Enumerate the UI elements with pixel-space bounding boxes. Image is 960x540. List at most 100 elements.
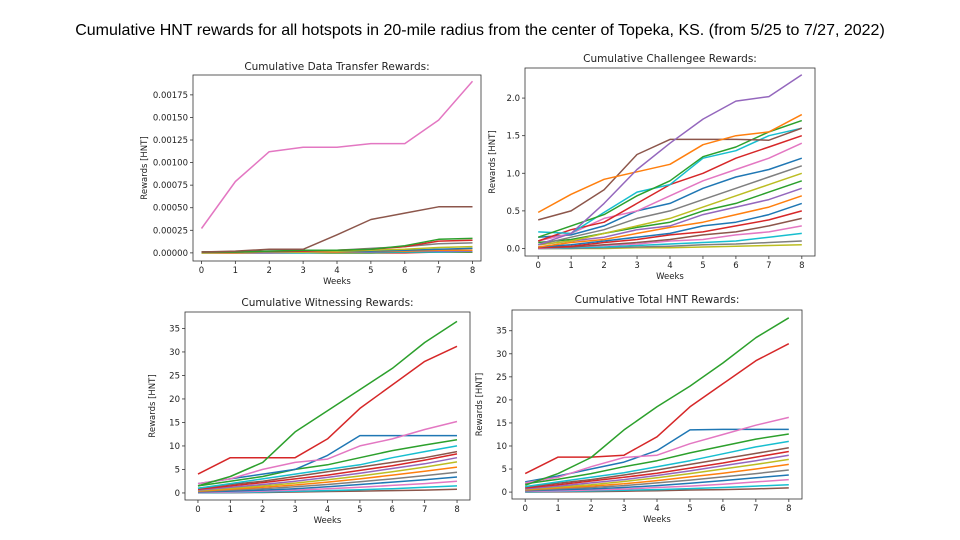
series-line xyxy=(538,195,803,248)
x-tick-label: 5 xyxy=(700,261,705,271)
series-line xyxy=(197,480,458,494)
y-tick-label: 5 xyxy=(175,465,180,475)
y-tick-label: 25 xyxy=(169,371,180,381)
y-tick-label: 0.00000 xyxy=(153,249,188,259)
series-line xyxy=(525,478,789,493)
x-tick-label: 2 xyxy=(267,266,272,276)
chart-4: Cumulative Total HNT Rewards: 0 1 2 3 4 5 6 7 8 0 5… xyxy=(475,294,803,525)
x-tick-label: 6 xyxy=(402,266,407,276)
chart-title: Cumulative Total HNT Rewards: xyxy=(575,294,740,306)
x-tick-label: 1 xyxy=(233,266,238,276)
y-axis-label: Rewards [HNT] xyxy=(488,130,498,193)
y-tick-label: 1.0 xyxy=(506,169,520,179)
x-tick-label: 4 xyxy=(654,504,659,514)
series-line xyxy=(538,127,802,235)
plot-frame xyxy=(192,74,482,262)
series-line xyxy=(538,240,802,250)
x-tick-label: 0 xyxy=(522,504,527,514)
series-line xyxy=(538,232,802,250)
y-tick-label: 0.00150 xyxy=(153,113,188,123)
series-line xyxy=(525,454,789,490)
series-line xyxy=(525,416,789,484)
series-line xyxy=(538,157,803,238)
x-axis-label: Weeks xyxy=(643,515,671,525)
x-tick-label: 1 xyxy=(555,504,560,514)
series-line xyxy=(197,461,458,492)
series-line xyxy=(538,187,803,246)
y-axis-label: Rewards [HNT] xyxy=(140,136,150,199)
x-tick-label: 0 xyxy=(195,505,200,515)
series-line xyxy=(537,74,803,246)
series-line xyxy=(538,142,803,242)
x-tick-label: 3 xyxy=(292,505,297,515)
y-tick-label: 0.0 xyxy=(506,244,520,254)
x-tick-label: 4 xyxy=(667,261,672,271)
series-group xyxy=(200,80,474,254)
series-line xyxy=(197,453,458,490)
series-line xyxy=(525,458,789,491)
series-line xyxy=(538,217,802,249)
series-line xyxy=(197,456,458,491)
series-line xyxy=(538,180,803,244)
x-tick-label: 7 xyxy=(422,505,427,515)
x-axis-label: Weeks xyxy=(314,516,342,526)
x-tick-label: 1 xyxy=(228,505,233,515)
y-tick-label: 20 xyxy=(169,395,180,405)
x-tick-label: 5 xyxy=(368,266,373,276)
x-tick-label: 4 xyxy=(334,266,339,276)
y-axis-label: Rewards [HNT] xyxy=(148,374,158,437)
x-tick-label: 6 xyxy=(733,261,738,271)
x-axis-label: Weeks xyxy=(323,277,351,287)
y-tick-label: 35 xyxy=(169,324,180,334)
series-line xyxy=(201,237,473,253)
series-line xyxy=(201,206,473,253)
y-tick-label: 0.00100 xyxy=(153,159,188,169)
series-line xyxy=(525,440,789,488)
series-line xyxy=(197,445,458,490)
series-group xyxy=(537,74,803,250)
x-tick-label: 7 xyxy=(766,261,771,271)
x-tick-label: 3 xyxy=(634,261,639,271)
series-group xyxy=(524,317,790,493)
x-tick-label: 6 xyxy=(390,505,395,515)
y-tick-label: 0.00050 xyxy=(153,204,188,214)
y-tick-label: 30 xyxy=(496,350,507,360)
series-line xyxy=(525,469,789,492)
series-line xyxy=(197,476,458,493)
y-tick-label: 0 xyxy=(175,489,180,499)
x-tick-label: 7 xyxy=(753,504,758,514)
x-axis-label: Weeks xyxy=(656,272,684,282)
series-line xyxy=(538,202,803,248)
x-tick-label: 8 xyxy=(799,261,804,271)
chart-3: Cumulative Witnessing Rewards: 0 1 2 3 4 5 6 7 8 0… xyxy=(148,297,471,526)
y-tick-label: 0 xyxy=(502,488,507,498)
y-axis-label: Rewards [HNT] xyxy=(475,373,485,436)
series-group xyxy=(197,320,458,494)
series-line xyxy=(524,343,790,475)
series-line xyxy=(525,433,789,485)
series-line xyxy=(197,466,458,492)
chart-1: Cumulative Data Transfer Rewards: 0 1 2 3 4 5 6… xyxy=(140,61,482,287)
chart-title: Cumulative Witnessing Rewards: xyxy=(241,297,413,309)
series-line xyxy=(197,450,458,490)
series-line xyxy=(537,113,803,214)
x-tick-label: 0 xyxy=(199,266,204,276)
y-tick-label: 15 xyxy=(496,419,507,429)
y-tick-label: 30 xyxy=(169,348,180,358)
series-line xyxy=(525,450,789,489)
y-tick-label: 25 xyxy=(496,373,507,383)
y-tick-label: 20 xyxy=(496,396,507,406)
x-tick-label: 2 xyxy=(260,505,265,515)
series-line xyxy=(537,119,803,238)
x-tick-label: 4 xyxy=(325,505,330,515)
series-line xyxy=(197,471,458,493)
y-tick-label: 0.5 xyxy=(506,207,520,217)
chart-title: Cumulative Data Transfer Rewards: xyxy=(244,61,429,73)
y-tick-label: 10 xyxy=(169,442,180,452)
x-tick-label: 0 xyxy=(535,261,540,271)
y-tick-label: 35 xyxy=(496,327,507,337)
series-line xyxy=(538,210,802,249)
series-line xyxy=(197,320,458,487)
chart-2: Cumulative Challengee Rewards: 0 1 2 3 4 5 6 7 8 0… xyxy=(488,53,816,282)
